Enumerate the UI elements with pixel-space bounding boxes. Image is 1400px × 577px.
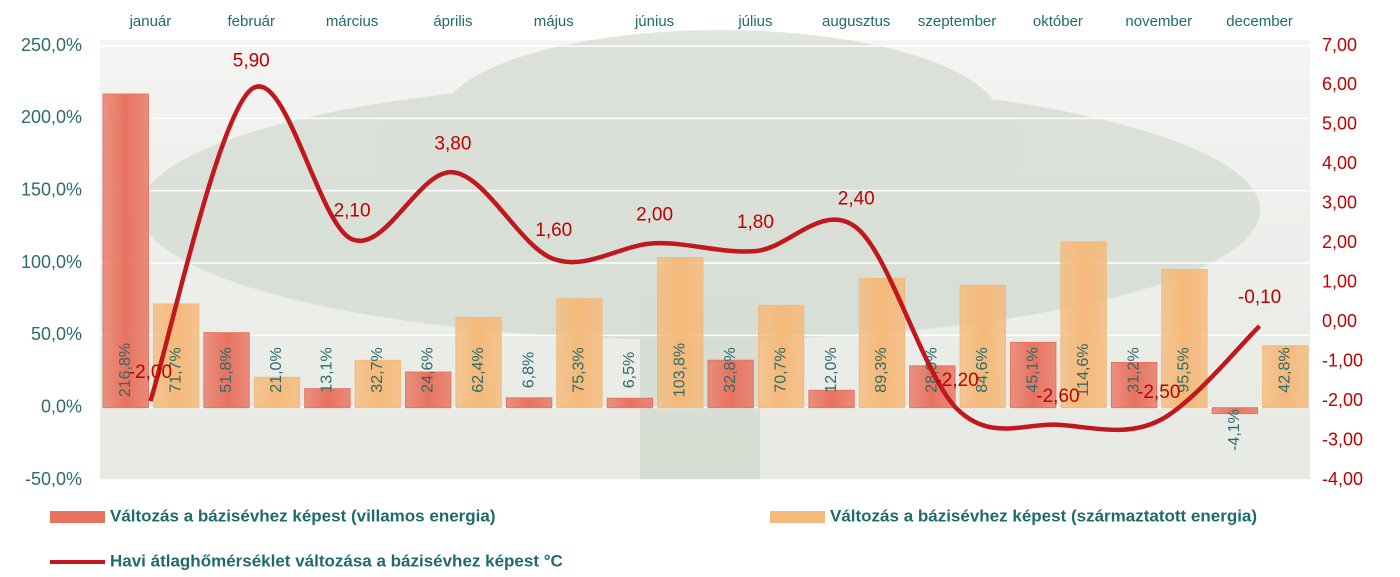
line-value-label: 5,90 xyxy=(233,50,270,71)
bar xyxy=(858,277,906,409)
bar-value-label: 6,5% xyxy=(621,352,638,388)
bar-value-label: 21,0% xyxy=(268,347,285,392)
y2-tick-label: 6,00 xyxy=(1322,74,1357,94)
bar-value-label: 84,6% xyxy=(974,347,991,392)
bar-value-label: 24,6% xyxy=(419,347,436,392)
bar xyxy=(505,397,553,409)
line-value-label: 1,80 xyxy=(737,212,774,233)
legend-label: Havi átlaghőmérséklet változása a bázisé… xyxy=(110,551,563,570)
legend-label: Változás a bázisévhez képest (villamos e… xyxy=(110,506,496,525)
x-tick-label: szeptember xyxy=(918,13,996,30)
bar-value-label: 103,8% xyxy=(671,343,688,397)
bar xyxy=(1010,341,1057,409)
bar xyxy=(1060,241,1107,409)
y2-tick-label: -2,00 xyxy=(1322,390,1363,410)
x-tick-label: augusztus xyxy=(822,13,890,30)
bar xyxy=(1161,269,1208,409)
bar xyxy=(556,298,603,409)
bar xyxy=(253,376,301,409)
bar-value-label: 42,8% xyxy=(1276,347,1293,392)
y2-tick-label: -1,00 xyxy=(1322,350,1363,370)
bar-value-label: 89,3% xyxy=(873,347,890,392)
y2-tick-label: 7,00 xyxy=(1322,35,1357,55)
y2-tick-label: 1,00 xyxy=(1322,271,1357,291)
bar xyxy=(1262,345,1309,409)
bar xyxy=(354,359,401,409)
line-value-label: -2,60 xyxy=(1036,386,1079,407)
y2-tick-label: -3,00 xyxy=(1322,429,1363,449)
y2-tick-label: 5,00 xyxy=(1322,114,1357,134)
x-tick-label: december xyxy=(1226,13,1293,30)
bar-value-label: 12,0% xyxy=(823,347,840,392)
line xyxy=(148,84,1262,433)
bar-value-label: 71,7% xyxy=(167,347,184,392)
bar xyxy=(1211,407,1259,415)
bar xyxy=(405,371,452,409)
x-tick-label: március xyxy=(326,13,379,30)
y-tick-label: 150,0% xyxy=(21,179,82,199)
x-tick-label: január xyxy=(129,13,172,30)
x-tick-label: május xyxy=(534,13,574,30)
y2-tick-label: 4,00 xyxy=(1322,153,1357,173)
line-value-label: -2,00 xyxy=(129,362,172,383)
bar-value-label: 114,6% xyxy=(1075,343,1092,396)
bar-value-label: 13,1% xyxy=(319,347,336,392)
bar xyxy=(455,316,502,409)
x-tick-label: június xyxy=(634,13,674,30)
y-tick-label: 50,0% xyxy=(31,324,82,344)
bar xyxy=(707,359,754,409)
bar xyxy=(606,397,654,409)
bar-value-label: 32,8% xyxy=(722,347,739,392)
bar xyxy=(203,332,250,409)
y-tick-label: 250,0% xyxy=(21,35,82,55)
bar xyxy=(1110,362,1158,409)
bar-value-label: 51,8% xyxy=(218,347,235,392)
bar-value-label: 216,8% xyxy=(117,343,134,397)
bar xyxy=(102,93,149,409)
y2-tick-label: 0,00 xyxy=(1322,311,1357,331)
bar-value-label: 31,2% xyxy=(1125,347,1142,392)
y-tick-label: 100,0% xyxy=(21,252,82,272)
bar-value-label: 75,3% xyxy=(571,347,588,392)
legend-label: Változás a bázisévhez képest (származtat… xyxy=(830,506,1257,525)
bar xyxy=(757,304,805,409)
y-tick-label: -50,0% xyxy=(25,469,82,489)
legend-swatch xyxy=(50,511,105,523)
bar-value-label: 62,4% xyxy=(470,347,487,392)
line-value-label: 2,10 xyxy=(334,200,371,221)
y-tick-label: 200,0% xyxy=(21,107,82,127)
bar-value-label: -4,1% xyxy=(1226,409,1243,451)
x-tick-label: április xyxy=(433,13,472,30)
line-value-label: 2,40 xyxy=(838,189,875,210)
x-tick-label: október xyxy=(1033,13,1083,30)
y2-tick-label: 2,00 xyxy=(1322,232,1357,252)
bar xyxy=(808,389,855,409)
bar xyxy=(657,257,704,409)
bar-value-label: 32,7% xyxy=(369,347,386,392)
x-tick-label: február xyxy=(227,13,275,30)
legend-swatch xyxy=(770,511,825,523)
y-tick-label: 0,0% xyxy=(41,396,82,416)
bar-value-label: 45,1% xyxy=(1024,347,1041,392)
bar-value-label: 95,5% xyxy=(1176,347,1193,392)
bar xyxy=(959,284,1006,409)
y2-tick-label: 3,00 xyxy=(1322,193,1357,213)
line-value-label: 2,00 xyxy=(636,204,673,225)
bar-value-label: 6,8% xyxy=(520,352,537,388)
line-value-label: -2,50 xyxy=(1137,382,1180,403)
line-value-label: 3,80 xyxy=(434,133,471,154)
y2-tick-label: -4,00 xyxy=(1322,469,1363,489)
bar xyxy=(304,388,351,409)
bar-value-label: 70,7% xyxy=(772,347,789,392)
x-tick-label: július xyxy=(737,13,772,30)
line-value-label: 1,60 xyxy=(535,220,572,241)
x-tick-label: november xyxy=(1125,13,1192,30)
line-value-label: -2,20 xyxy=(935,370,978,391)
background-tree xyxy=(140,30,1260,480)
line-value-label: -0,10 xyxy=(1238,287,1281,308)
